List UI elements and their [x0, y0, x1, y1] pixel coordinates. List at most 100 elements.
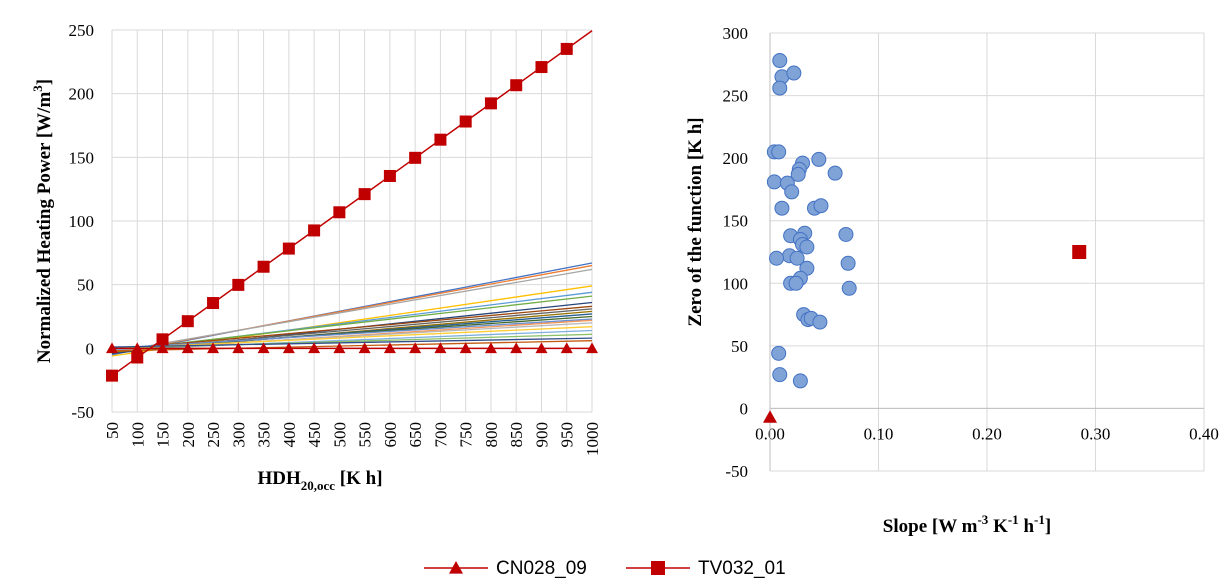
x-tick-label: 500 — [330, 422, 349, 448]
series-line — [111, 305, 593, 351]
data-point-tv032-01 — [257, 260, 270, 273]
scatter-point — [799, 239, 815, 255]
y-tick-label: 300 — [723, 24, 749, 43]
scatter-point — [772, 80, 788, 96]
scatter-point — [790, 166, 806, 182]
data-point-tv032-01 — [434, 133, 447, 146]
x-tick-label: 600 — [381, 422, 400, 448]
data-point-cn028-09 — [560, 342, 573, 354]
legend-label-cn028-09: CN028_09 — [496, 558, 587, 579]
highlight-point-cn028-09 — [763, 410, 777, 423]
data-point-cn028-09 — [207, 342, 220, 354]
legend: CN028_09 TV032_01 — [424, 558, 786, 579]
data-point-tv032-01 — [358, 188, 371, 201]
data-point-cn028-09 — [484, 342, 497, 354]
scatter-point — [792, 373, 808, 389]
data-point-cn028-09 — [131, 342, 144, 354]
subscript: 20,occ — [301, 478, 336, 493]
y-tick-label: 200 — [69, 85, 95, 104]
y-tick-label: -50 — [71, 403, 94, 422]
series-line — [111, 337, 593, 348]
data-point-cn028-09 — [459, 342, 472, 354]
y-tick-label: 200 — [723, 149, 749, 168]
x-tick-label: 800 — [482, 422, 501, 448]
y-tick-label: 100 — [723, 274, 749, 293]
scatter-point — [771, 345, 787, 361]
y-axis-label: Normalized Heating Power [W/m3] — [30, 79, 55, 363]
x-axis-label: Slope [W m-3 K-1 h-1] — [883, 512, 1051, 537]
data-point-cn028-09 — [308, 342, 321, 354]
scatter-point — [786, 65, 802, 81]
y-axis-label-end: ] — [34, 79, 55, 85]
scatter-point — [788, 275, 804, 291]
scatter-point — [813, 198, 829, 214]
x-tick-label: 0.30 — [1081, 424, 1111, 443]
y-tick-label: 0 — [740, 399, 749, 418]
y-tick-label: 250 — [69, 21, 95, 40]
x-tick-label: 450 — [305, 422, 324, 448]
x-tick-label: 250 — [204, 422, 223, 448]
x-tick-label: 550 — [356, 422, 375, 448]
x-tick-label: 0.20 — [972, 424, 1002, 443]
x-tick-label: 1000 — [583, 422, 602, 456]
data-point-tv032-01 — [560, 42, 573, 55]
data-point-cn028-09 — [434, 342, 447, 354]
data-point-tv032-01 — [232, 278, 245, 291]
legend-label-tv032-01: TV032_01 — [698, 558, 786, 579]
scatter-point — [774, 200, 790, 216]
data-point-tv032-01 — [535, 61, 548, 74]
data-point-tv032-01 — [181, 315, 194, 328]
data-point-cn028-09 — [535, 342, 548, 354]
series-line — [111, 340, 593, 352]
x-tick-label: 900 — [532, 422, 551, 448]
y-tick-label: 50 — [731, 337, 748, 356]
data-point-tv032-01 — [131, 351, 144, 364]
x-tick-label: 100 — [128, 422, 147, 448]
x-tick-label: 300 — [229, 422, 248, 448]
data-point-cn028-09 — [409, 342, 422, 354]
data-point-cn028-09 — [106, 342, 118, 354]
data-point-tv032-01 — [106, 369, 118, 382]
scatter-point — [784, 184, 800, 200]
data-point-cn028-09 — [232, 342, 245, 354]
x-tick-label: 950 — [558, 422, 577, 448]
data-point-tv032-01 — [484, 97, 497, 110]
unit: K — [988, 516, 1008, 537]
x-tick-label: 150 — [154, 422, 173, 448]
data-point-cn028-09 — [510, 342, 523, 354]
scatter-point — [838, 226, 854, 242]
x-tick-label: 400 — [280, 422, 299, 448]
y-tick-label: 150 — [69, 148, 95, 167]
scatter-point — [827, 165, 843, 181]
x-tick-label: 0.10 — [864, 424, 894, 443]
scatter-point — [772, 53, 788, 69]
superscript: 3 — [30, 85, 45, 92]
left-chart: -50 0 50 100 150 200 250 50 100 150 200 250 300 350 40… — [30, 21, 602, 493]
data-point-tv032-01 — [308, 224, 321, 237]
legend-marker-square — [651, 561, 665, 575]
x-axis-label: HDH20,occ [K h] — [257, 468, 382, 493]
scatter-point — [769, 250, 785, 266]
x-tick-label: 50 — [103, 422, 122, 439]
data-point-cn028-09 — [282, 342, 295, 354]
highlight-point-tv032-01 — [1072, 245, 1087, 259]
x-axis-label-end: ] — [1045, 516, 1051, 537]
y-tick-label: 100 — [69, 212, 95, 231]
data-point-tv032-01 — [156, 333, 169, 346]
x-tick-label: 850 — [507, 422, 526, 448]
data-point-cn028-09 — [586, 342, 598, 354]
data-point-cn028-09 — [181, 342, 194, 354]
scatter-point — [771, 144, 787, 160]
y-tick-label: 50 — [77, 276, 94, 295]
data-point-tv032-01 — [510, 79, 523, 92]
x-tick-label: 350 — [255, 422, 274, 448]
x-tick-label: 0.40 — [1189, 424, 1219, 443]
superscript: -3 — [977, 512, 988, 527]
series-line — [111, 326, 593, 349]
scatter-point — [772, 367, 788, 383]
unit: h — [1019, 516, 1035, 537]
series-line — [111, 318, 593, 349]
data-point-tv032-01 — [207, 297, 220, 310]
